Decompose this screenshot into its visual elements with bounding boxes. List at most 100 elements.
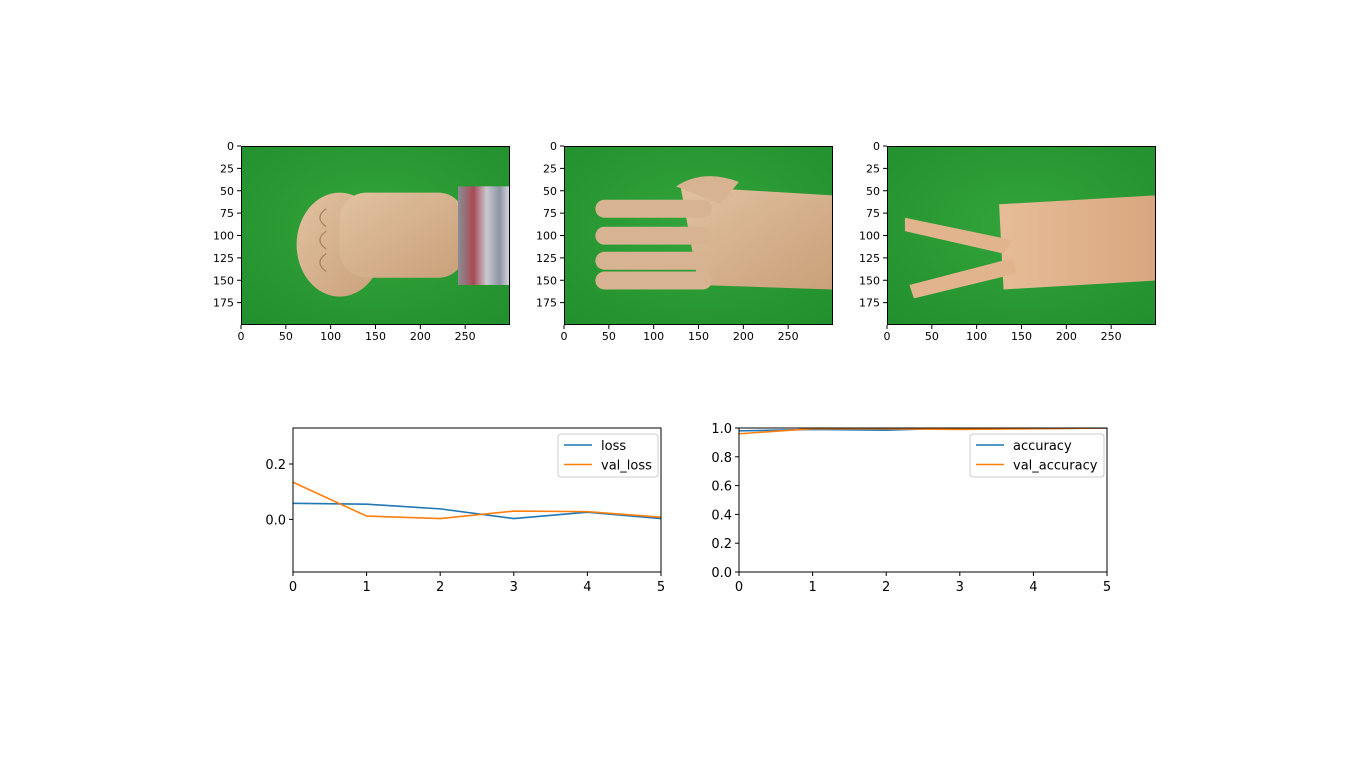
series-line-val_accuracy: [739, 428, 1107, 435]
x-tick-label: 0: [289, 580, 297, 595]
y-tick-label: 1.0: [711, 422, 732, 437]
y-tick-label: 25: [220, 162, 234, 175]
x-tick-label: 250: [455, 330, 476, 343]
knuckle-line: [319, 208, 327, 228]
x-tick-label: 150: [365, 330, 386, 343]
x-tick-label: 100: [320, 330, 341, 343]
y-tick-label: 175: [536, 297, 557, 310]
x-tick-label: 250: [778, 330, 799, 343]
x-tick-label: 3: [510, 580, 518, 595]
thumb-shape: [676, 176, 739, 205]
y-tick-label: 0: [550, 140, 557, 153]
line-chart-0: 0 1 2 3 4 5 0.0 0.2 loss val_loss: [265, 427, 665, 595]
axes-frame: [738, 427, 1108, 573]
finger-shape: [595, 226, 712, 245]
hand-photo: [564, 146, 833, 325]
y-tick-label: 50: [543, 185, 557, 198]
legend-label-val_loss: val_loss: [601, 459, 652, 474]
x-tick-label: 150: [1011, 330, 1032, 343]
x-tick-label: 3: [956, 580, 964, 595]
y-tick-label: 25: [543, 162, 557, 175]
axes-frame: [292, 427, 662, 573]
x-tick-label: 2: [882, 580, 890, 595]
y-tick-label: 150: [213, 274, 234, 287]
y-tick-label: 0.6: [711, 480, 732, 495]
knuckle-line: [319, 253, 327, 273]
y-tick-label: 0.8: [711, 451, 732, 466]
y-tick-label: 175: [859, 297, 880, 310]
finger-shape: [595, 199, 712, 218]
x-tick-label: 100: [643, 330, 664, 343]
y-tick-label: 50: [866, 185, 880, 198]
y-tick-label: 75: [220, 207, 234, 220]
y-tick-label: 75: [866, 207, 880, 220]
legend: loss val_loss: [557, 433, 659, 478]
image-subplot-rock: 0 50 100 150 200 250 0 25 50 75 100 125 150 175: [213, 140, 510, 343]
x-tick-label: 0: [884, 330, 891, 343]
x-tick-label: 150: [688, 330, 709, 343]
y-tick-label: 0.0: [711, 566, 732, 581]
image-subplot-paper: 0 50 100 150 200 250 0 25 50 75 100 125 150 175: [536, 140, 833, 343]
x-tick-label: 1: [808, 580, 816, 595]
y-tick-label: 75: [543, 207, 557, 220]
series-line-loss: [293, 502, 661, 520]
x-tick-label: 100: [966, 330, 987, 343]
y-tick-label: 100: [213, 230, 234, 243]
x-tick-label: 200: [410, 330, 431, 343]
image-subplot-scissors: 0 50 100 150 200 250 0 25 50 75 100 125 150 175: [859, 140, 1156, 343]
sleeve-shape: [457, 186, 510, 285]
legend-label-val_accuracy: val_accuracy: [1013, 459, 1098, 474]
hand-shape: [999, 195, 1156, 290]
hand-photo: [241, 146, 510, 325]
x-tick-label: 4: [1029, 580, 1037, 595]
legend-label-loss: loss: [601, 439, 626, 454]
y-tick-label: 0: [227, 140, 234, 153]
y-tick-label: 0.4: [711, 508, 732, 523]
finger-shape: [595, 271, 712, 290]
image-frame: [241, 146, 510, 325]
hand-photo: [887, 146, 1156, 325]
finger-shape: [909, 258, 1018, 299]
plot-area: [739, 428, 1107, 435]
y-tick-label: 125: [213, 252, 234, 265]
y-tick-label: 0.2: [265, 458, 286, 473]
x-tick-label: 1: [362, 580, 370, 595]
y-tick-label: 25: [866, 162, 880, 175]
line-chart-1: 0 1 2 3 4 5 0.0 0.2 0.4 0.6 0.8 1.0 accuracy val_accu…: [711, 422, 1111, 595]
palm-shape: [680, 186, 833, 290]
y-tick-label: 0.0: [265, 513, 286, 528]
wrist-shape: [339, 192, 466, 278]
legend: accuracy val_accuracy: [969, 433, 1105, 478]
x-tick-label: 0: [238, 330, 245, 343]
x-tick-label: 50: [602, 330, 616, 343]
x-tick-label: 50: [925, 330, 939, 343]
y-tick-label: 150: [536, 274, 557, 287]
legend-label-accuracy: accuracy: [1013, 439, 1072, 454]
x-tick-label: 5: [657, 580, 665, 595]
finger-shape: [595, 251, 712, 270]
finger-shape: [904, 217, 1013, 254]
x-tick-label: 250: [1101, 330, 1122, 343]
y-tick-label: 0.2: [711, 537, 732, 552]
x-tick-label: 0: [735, 580, 743, 595]
y-tick-label: 150: [859, 274, 880, 287]
plot-area: [293, 481, 661, 520]
x-tick-label: 4: [583, 580, 591, 595]
y-tick-label: 125: [536, 252, 557, 265]
x-tick-label: 200: [733, 330, 754, 343]
y-tick-label: 175: [213, 297, 234, 310]
image-frame: [564, 146, 833, 325]
x-tick-label: 2: [436, 580, 444, 595]
y-tick-label: 100: [859, 230, 880, 243]
knuckle-line: [319, 230, 327, 250]
x-tick-label: 50: [279, 330, 293, 343]
y-tick-label: 100: [536, 230, 557, 243]
x-tick-label: 5: [1103, 580, 1111, 595]
y-tick-label: 50: [220, 185, 234, 198]
series-line-val_loss: [293, 481, 661, 520]
x-tick-label: 0: [561, 330, 568, 343]
image-frame: [887, 146, 1156, 325]
y-tick-label: 125: [859, 252, 880, 265]
x-tick-label: 200: [1056, 330, 1077, 343]
